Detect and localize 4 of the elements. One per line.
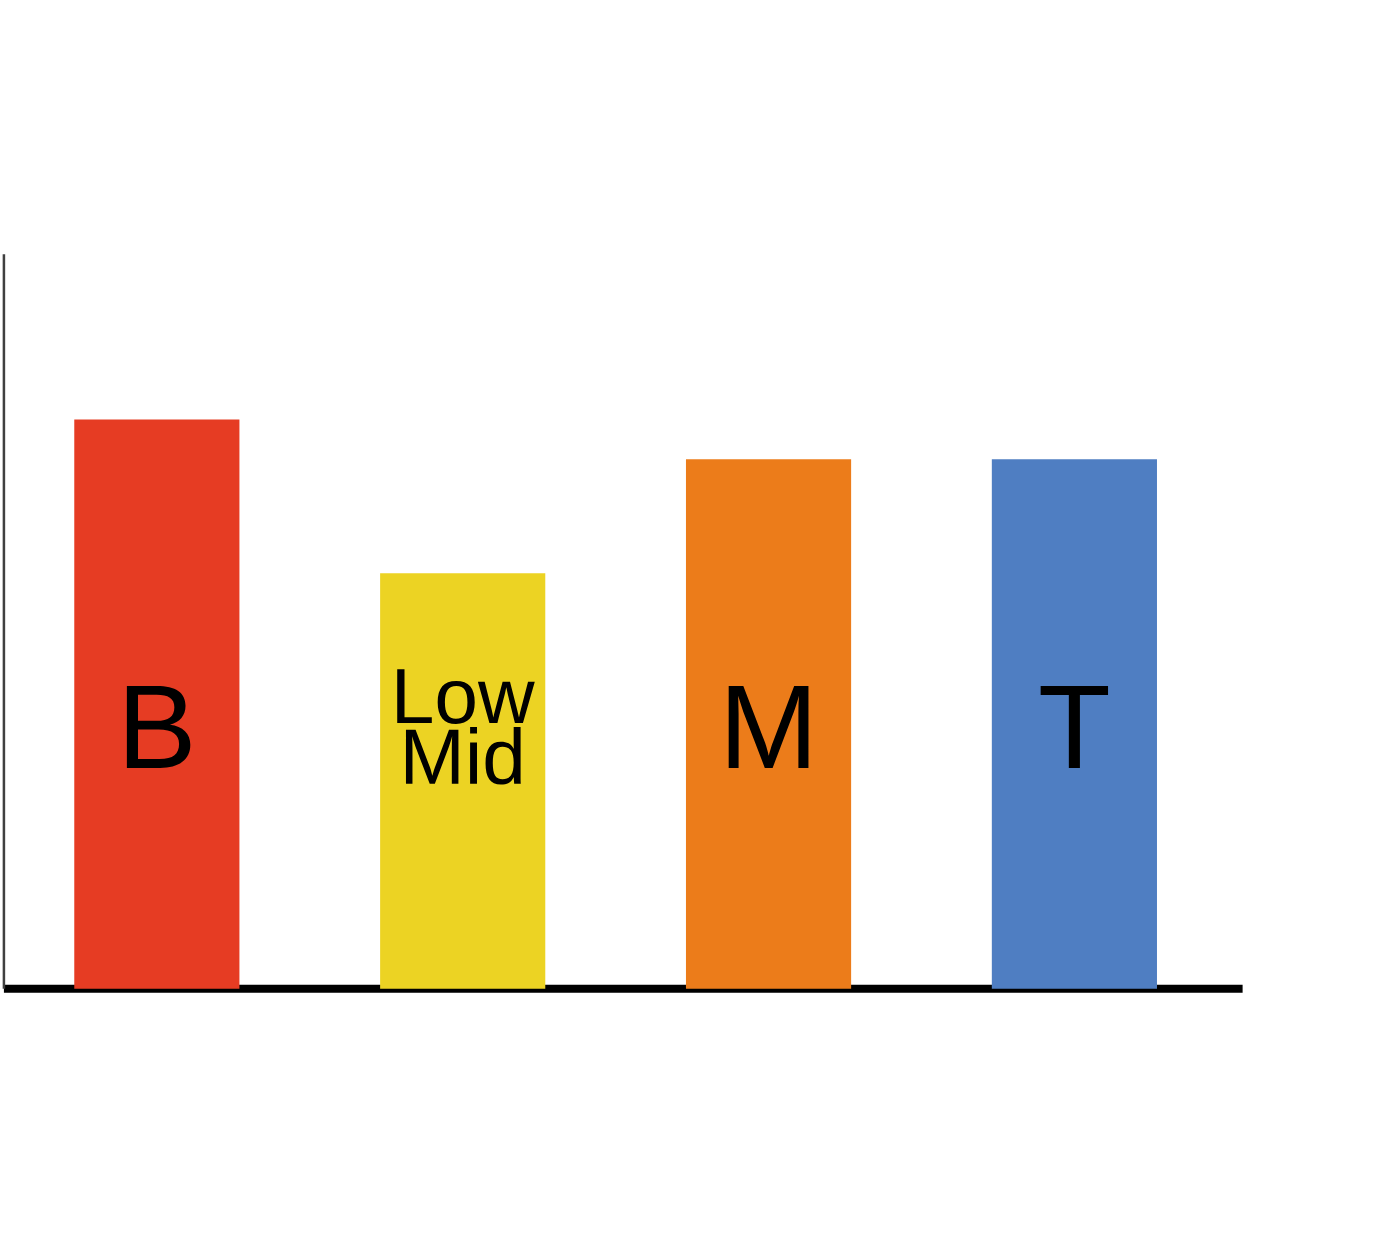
x-tick-label: Low Mid [397,668,535,785]
x-tick-label: M [728,685,809,768]
x-tick-label: B [126,685,191,768]
x-tick-label: T [1040,685,1109,768]
